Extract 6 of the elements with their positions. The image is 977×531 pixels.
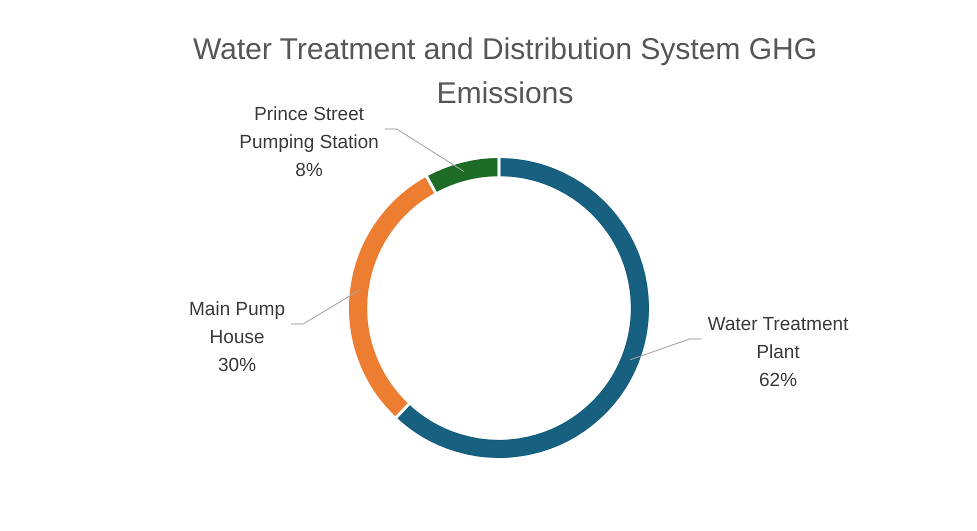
slice-label: Main Pump House xyxy=(188,299,286,348)
data-label: 8% xyxy=(295,160,323,182)
slice-label: Prince Street Pumping Station xyxy=(239,104,379,154)
data-label: 62% xyxy=(758,370,798,392)
slice-label: Water Treatment Plant xyxy=(708,314,850,364)
data-label: 30% xyxy=(218,355,256,376)
